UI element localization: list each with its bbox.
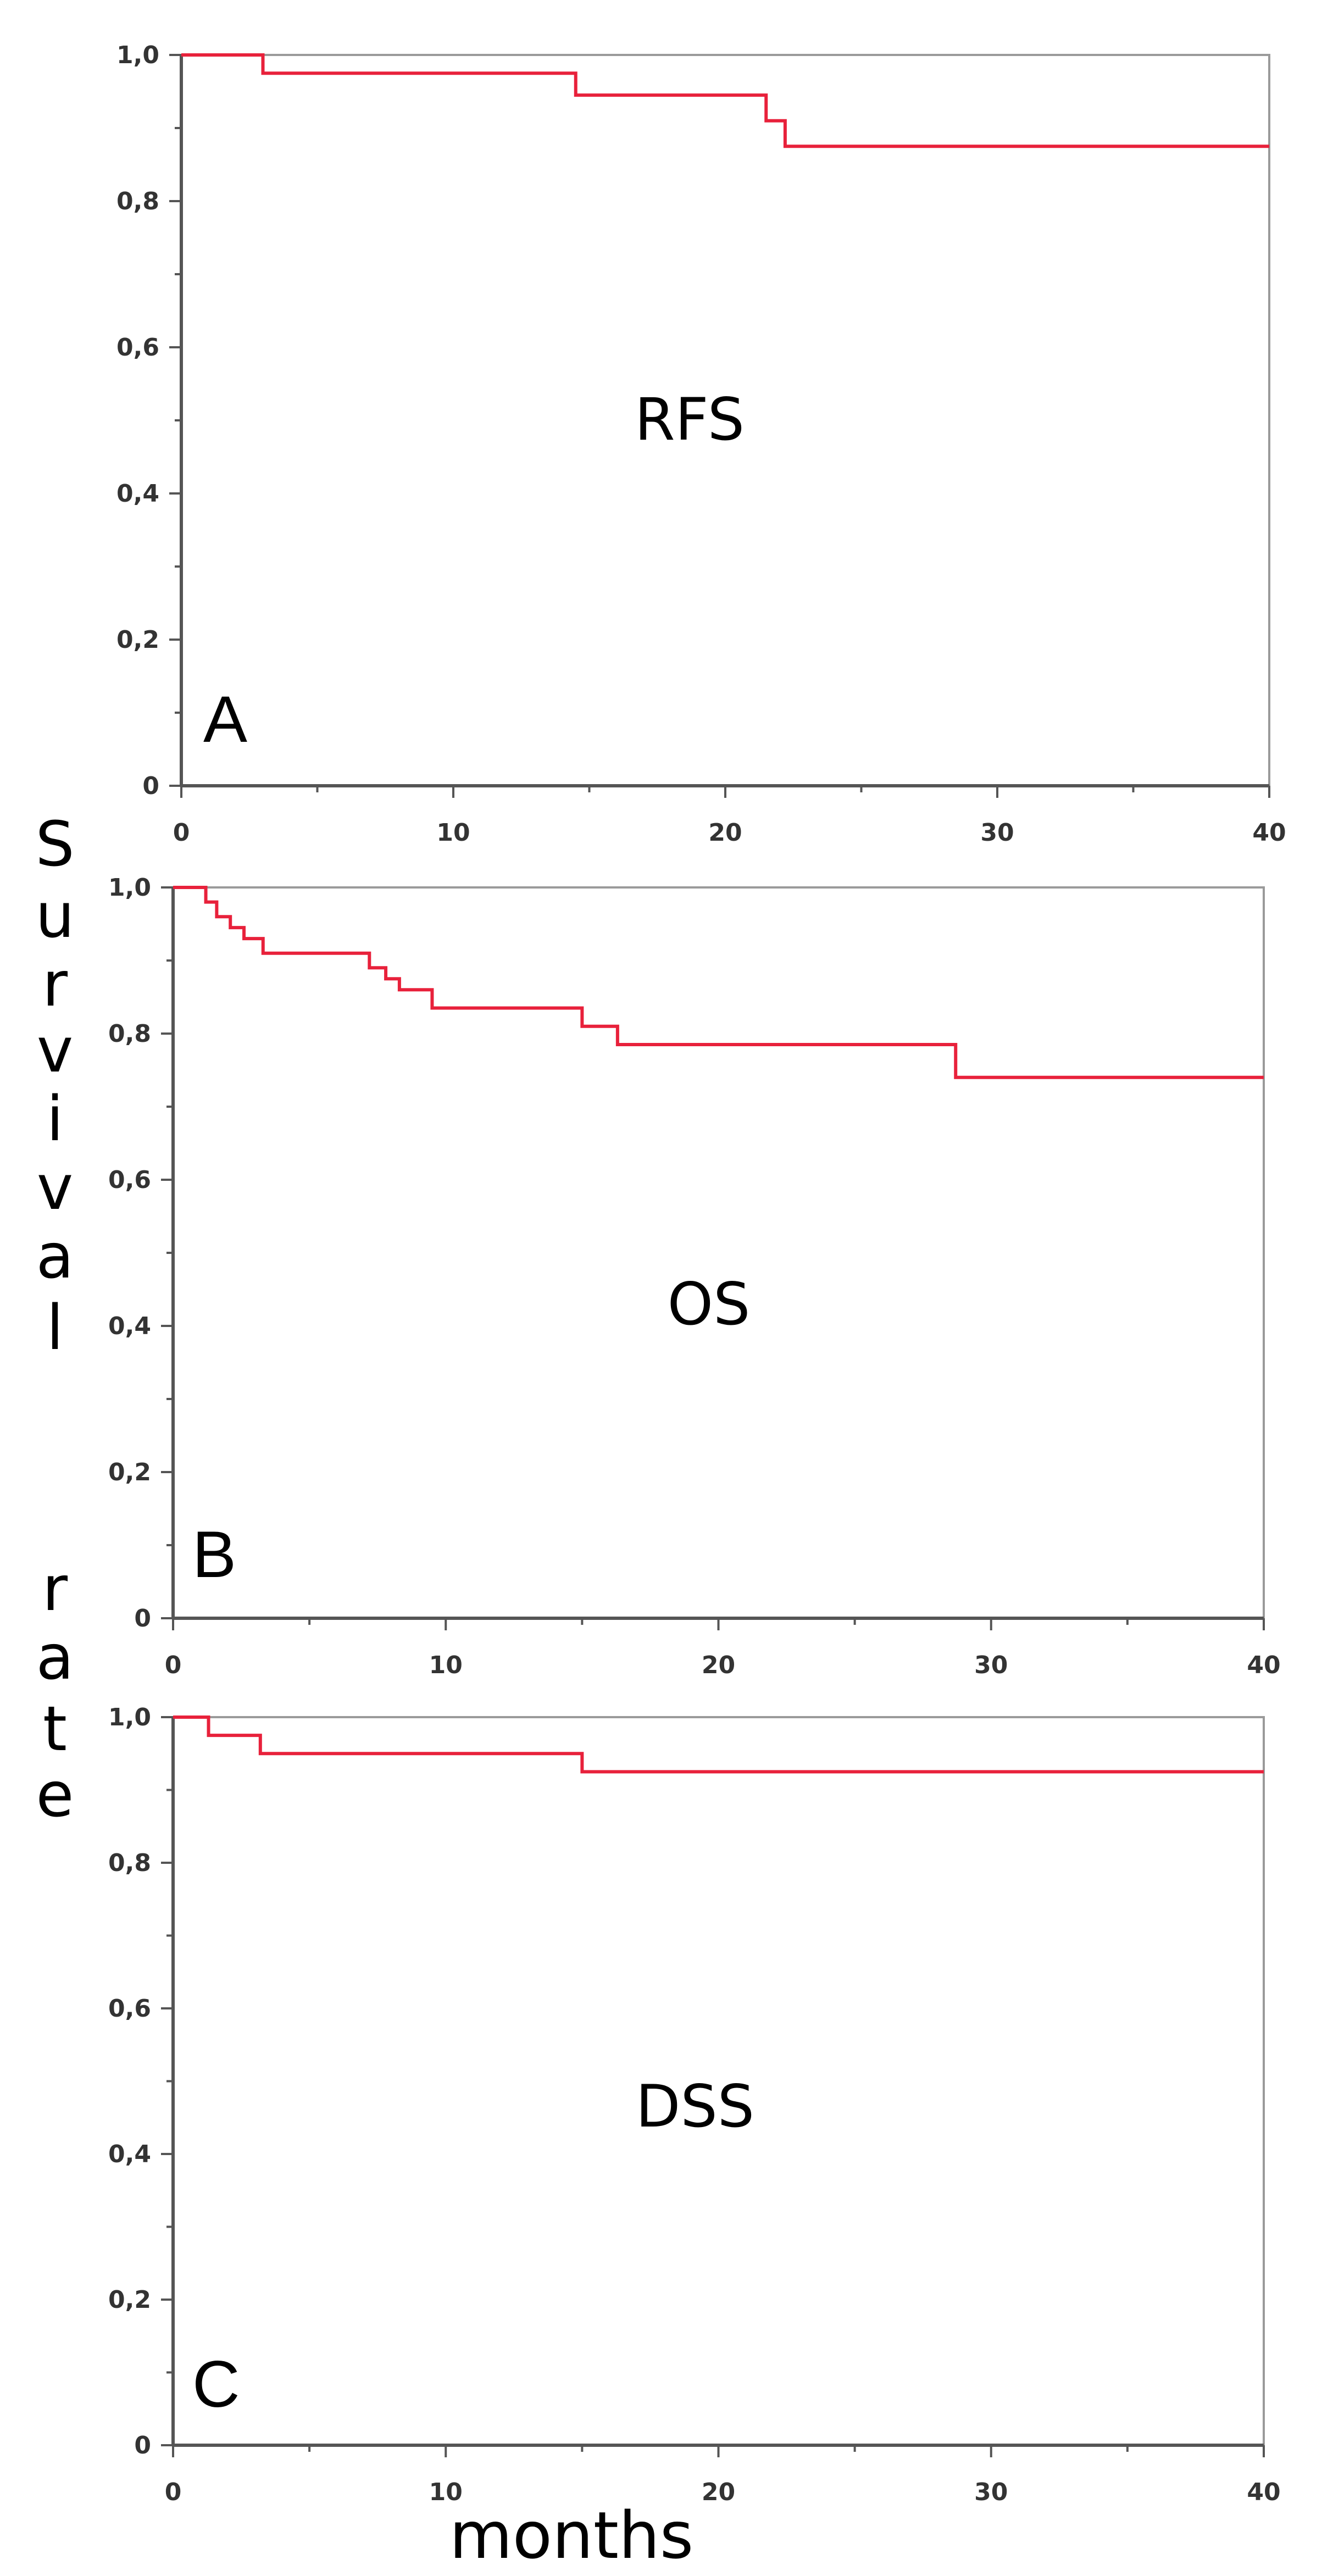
y-tick-label: 0 — [134, 2431, 151, 2460]
y-tick-label: 0,6 — [116, 334, 159, 362]
y-tick-label: 0,8 — [108, 1849, 151, 1877]
panel-letter: C — [192, 2347, 240, 2421]
y-label-letter: v — [37, 1015, 73, 1086]
panel-letter: B — [192, 1518, 236, 1591]
x-tick-label: 0 — [165, 1651, 182, 1679]
y-label-letter: v — [37, 1152, 73, 1224]
x-tick-label: 40 — [1247, 1651, 1280, 1679]
curve-label: RFS — [635, 386, 745, 453]
y-tick-label: 0,2 — [108, 1458, 151, 1486]
x-tick-label: 20 — [708, 819, 742, 847]
x-tick-label: 10 — [429, 1651, 463, 1679]
curve-label: DSS — [636, 2073, 754, 2140]
survival-curve — [173, 886, 1264, 1079]
y-tick-label: 0,8 — [116, 187, 159, 215]
x-tick-label: 20 — [702, 2478, 735, 2506]
y-tick-label: 0,2 — [108, 2286, 151, 2314]
x-tick-label: 40 — [1247, 2478, 1280, 2506]
y-tick-label: 1,0 — [108, 874, 151, 902]
survival-curve — [181, 53, 1269, 148]
x-tick-label: 10 — [429, 2478, 463, 2506]
x-tick-label: 30 — [974, 1651, 1008, 1679]
panel-a: 0 0,2 0,4 0,6 0,8 1,0 0 10 20 30 40 RFS A — [116, 41, 1286, 847]
x-tick-label: 30 — [974, 2478, 1008, 2506]
y-tick-label: 0,4 — [116, 480, 159, 508]
y-label-letter: t — [43, 1694, 67, 1765]
x-tick-label: 30 — [980, 819, 1014, 847]
x-tick-label: 10 — [436, 819, 470, 847]
y-tick-label: 0,6 — [108, 1166, 151, 1194]
panels: 00,20,40,60,81,00 10 20 30 40RFSA00,20,40,60… — [108, 41, 1286, 2506]
y-label-letter: S — [35, 809, 74, 880]
y-label-letter: r — [42, 1553, 68, 1625]
y-tick-label: 0,2 — [116, 626, 159, 654]
y-tick-label: 1,0 — [116, 41, 159, 69]
y-tick-label: 0 — [134, 1605, 151, 1633]
panel-c: 0 0,2 0,4 0,6 0,8 1,0 0 10 20 30 40 DSS C — [108, 1703, 1281, 2506]
y-label-letter: a — [36, 1622, 74, 1694]
survival-curve — [173, 1716, 1264, 1774]
x-axis-label: months — [449, 2497, 693, 2573]
y-tick-label: 1,0 — [108, 1703, 151, 1731]
y-label-letter: i — [46, 1084, 63, 1155]
y-label-letter: u — [36, 880, 75, 952]
x-tick-label: 0 — [165, 2478, 182, 2506]
y-tick-label: 0,4 — [108, 2140, 151, 2168]
y-label-letter: r — [42, 949, 68, 1020]
y-label-letter: a — [36, 1221, 74, 1292]
panel-b: 0 0,2 0,4 0,6 0,8 1,0 0 10 20 30 40 OS B — [108, 874, 1281, 1679]
x-tick-label: 0 — [173, 819, 190, 847]
y-tick-label: 0,6 — [108, 1995, 151, 2023]
y-label-letter: l — [46, 1292, 63, 1364]
x-tick-label: 20 — [702, 1651, 735, 1679]
x-tick-label: 40 — [1252, 819, 1286, 847]
curve-label: OS — [668, 1270, 751, 1338]
y-tick-label: 0,4 — [108, 1312, 151, 1340]
y-tick-label: 0 — [142, 772, 159, 800]
y-tick-label: 0,8 — [108, 1020, 151, 1048]
y-label-letter: e — [36, 1759, 74, 1831]
panel-letter: A — [203, 682, 247, 756]
